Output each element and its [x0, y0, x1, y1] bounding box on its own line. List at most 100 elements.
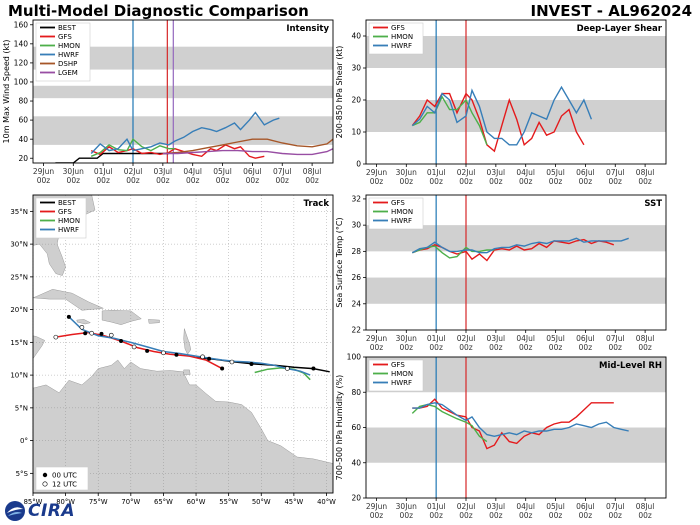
- y-tick-label: 0°: [20, 437, 28, 445]
- legend-label-hwrf: HWRF: [58, 51, 79, 59]
- marker-00utc: [174, 352, 179, 357]
- land-trinidad: [183, 369, 191, 375]
- marker-00utc: [119, 339, 124, 344]
- x-tick-label-hour: 00z: [156, 176, 170, 185]
- band-0: [366, 277, 666, 304]
- x-tick-label-hour: 00z: [429, 177, 443, 186]
- x-tick-label-date: 30Jun: [396, 334, 418, 343]
- y-tick-label: 20: [351, 494, 361, 503]
- x-tick-label-hour: 00z: [37, 176, 51, 185]
- series-best-line: [55, 152, 169, 163]
- y-tick-label: 24: [351, 299, 361, 308]
- x-tick-label-date: 04Jul: [516, 168, 535, 177]
- x-tick-label-hour: 00z: [400, 511, 414, 520]
- cira-logo-text: CIRA: [28, 501, 76, 521]
- x-tick-label: 75°W: [89, 498, 108, 506]
- marker-12utc: [161, 350, 166, 356]
- marker-legend-12utc-dot: [42, 481, 48, 487]
- x-tick-label-date: 08Jul: [636, 334, 655, 343]
- x-tick-label-hour: 00z: [609, 511, 623, 520]
- x-tick-label-date: 29Jun: [33, 167, 55, 176]
- x-tick-label-hour: 00z: [459, 343, 473, 352]
- page-title: Multi-Model Diagnostic Comparison: [8, 2, 309, 20]
- x-tick-label-hour: 00z: [370, 511, 384, 520]
- legend-label-hmon: HMON: [391, 370, 413, 378]
- x-tick-label-hour: 00z: [459, 511, 473, 520]
- x-tick-label-hour: 00z: [276, 176, 290, 185]
- marker-00utc: [66, 314, 71, 319]
- panel-mid-level-rh: 2040608010029Jun00z30Jun00z01Jul00z02Jul…: [335, 353, 667, 520]
- legend-label-gfs: GFS: [391, 199, 405, 207]
- x-tick-label: 50°W: [252, 498, 271, 506]
- marker-00utc: [145, 348, 150, 353]
- panel-intensity: 2040608010012014016029Jun00z30Jun00z01Ju…: [2, 19, 334, 185]
- marker-12utc: [131, 344, 137, 350]
- y-tick-label: 100: [14, 78, 29, 87]
- y-axis-label: Sea Surface Temp (°C): [335, 217, 344, 307]
- x-tick-label-date: 04Jul: [516, 502, 535, 511]
- y-tick-label: 20°N: [10, 306, 28, 314]
- x-tick-label-date: 30Jun: [63, 167, 85, 176]
- marker-legend-box: [35, 466, 89, 491]
- x-tick-label-date: 01Jul: [427, 502, 446, 511]
- x-tick-label-date: 06Jul: [576, 502, 595, 511]
- x-tick-label-date: 07Jul: [606, 334, 625, 343]
- x-tick-label-date: 05Jul: [546, 502, 565, 511]
- legend-label-best: BEST: [58, 24, 77, 32]
- x-tick-label-hour: 00z: [638, 511, 652, 520]
- y-tick-label: 60: [351, 423, 361, 432]
- series-hmon-line: [412, 95, 488, 146]
- x-tick-label-hour: 00z: [96, 176, 110, 185]
- marker-00utc: [99, 331, 104, 336]
- land-south-america: [33, 359, 333, 493]
- y-tick-label: 30: [351, 221, 361, 230]
- x-tick-label-hour: 00z: [579, 343, 593, 352]
- legend-box: [35, 197, 87, 239]
- x-tick-label-hour: 00z: [489, 343, 503, 352]
- x-tick-label-hour: 00z: [429, 343, 443, 352]
- x-tick-label: 55°W: [219, 498, 238, 506]
- x-tick-label-date: 30Jun: [396, 168, 418, 177]
- x-tick-label-hour: 00z: [489, 511, 503, 520]
- plot-frame: [32, 19, 334, 164]
- x-tick-label-hour: 00z: [579, 511, 593, 520]
- x-tick-label-date: 29Jun: [366, 168, 388, 177]
- legend-label-lgem: LGEM: [58, 69, 78, 77]
- x-tick-label-date: 02Jul: [124, 167, 143, 176]
- marker-legend-00utc-label: 00 UTC: [52, 472, 77, 480]
- x-tick-label-date: 07Jul: [606, 502, 625, 511]
- marker-12utc: [200, 354, 205, 360]
- x-tick-label-date: 08Jul: [636, 168, 655, 177]
- land-puerto-rico: [148, 319, 160, 324]
- series-gfs-line: [412, 398, 614, 450]
- marker-legend-12utc-label: 12 UTC: [52, 481, 77, 489]
- land-lesser-antilles: [183, 328, 192, 355]
- legend-label-hwrf: HWRF: [391, 42, 412, 50]
- x-tick-label-date: 03Jul: [487, 168, 506, 177]
- x-tick-label-hour: 00z: [246, 176, 260, 185]
- plot-frame: [365, 19, 667, 165]
- x-tick-label-hour: 00z: [549, 343, 563, 352]
- series-lgem-line: [162, 148, 333, 156]
- legend-label-hmon: HMON: [391, 208, 413, 216]
- x-tick-label-hour: 00z: [400, 177, 414, 186]
- marker-12utc: [53, 334, 59, 340]
- y-tick-label: 80: [18, 97, 28, 106]
- panel-title: Intensity: [286, 24, 329, 34]
- x-tick-label-hour: 00z: [519, 343, 533, 352]
- band-2: [33, 46, 333, 70]
- y-tick-label: 20: [18, 154, 28, 163]
- marker-12utc: [108, 332, 114, 338]
- x-tick-label-date: 08Jul: [303, 167, 322, 176]
- panel-title: Track: [304, 199, 330, 209]
- x-tick-label: 40°W: [317, 498, 336, 506]
- series-hwrf-line: [411, 85, 593, 146]
- x-tick-label-hour: 00z: [126, 176, 140, 185]
- legend-label-hmon: HMON: [58, 217, 80, 225]
- marker-12utc: [79, 324, 85, 330]
- legend-label-hwrf: HWRF: [391, 217, 412, 225]
- x-tick-label: 45°W: [284, 498, 303, 506]
- x-tick-label-hour: 00z: [305, 176, 319, 185]
- y-tick-label: 0: [356, 160, 361, 169]
